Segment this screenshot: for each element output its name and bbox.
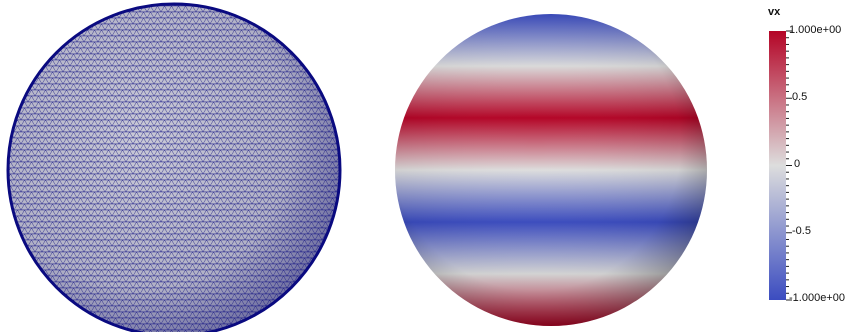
colorbar-label-min: -1.000e+00 [789,292,845,304]
colorbar-label-half: 0.5 [792,91,808,103]
colorbar-label-max: 1.000e+00 [789,24,842,36]
mesh-sphere [6,2,342,332]
field-sphere [395,14,707,326]
colorbar-label-zero: 0 [794,158,801,170]
colorbar-label-neg-half: -0.5 [792,225,811,237]
colorbar-ramp [769,31,786,300]
colorbar-title: vx [768,6,781,18]
colorbar-ticks [786,30,792,301]
colorbar [769,30,792,301]
